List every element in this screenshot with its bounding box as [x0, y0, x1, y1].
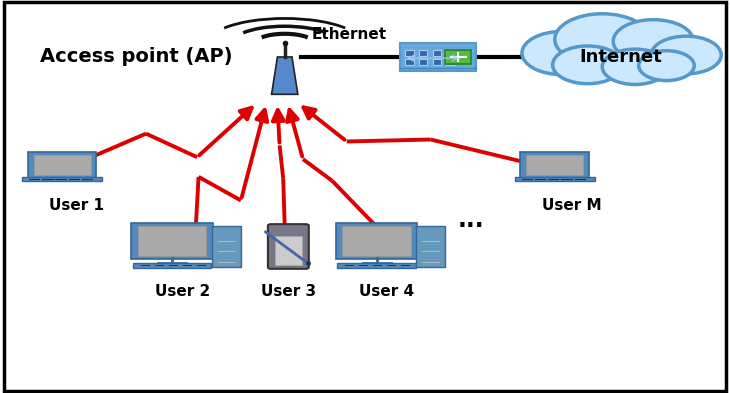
FancyBboxPatch shape: [336, 223, 418, 259]
Text: User 4: User 4: [359, 283, 415, 299]
FancyBboxPatch shape: [446, 59, 456, 65]
FancyBboxPatch shape: [275, 236, 301, 265]
Text: User M: User M: [542, 198, 602, 213]
FancyBboxPatch shape: [138, 226, 207, 255]
Polygon shape: [272, 57, 298, 94]
FancyBboxPatch shape: [268, 224, 309, 269]
Text: Access point (AP): Access point (AP): [40, 48, 233, 66]
Text: Internet: Internet: [579, 48, 662, 66]
Text: User 3: User 3: [261, 283, 316, 299]
FancyBboxPatch shape: [28, 151, 96, 178]
FancyBboxPatch shape: [515, 177, 595, 181]
FancyBboxPatch shape: [404, 50, 413, 56]
FancyBboxPatch shape: [520, 151, 589, 178]
FancyBboxPatch shape: [404, 59, 413, 65]
FancyBboxPatch shape: [400, 43, 476, 71]
Circle shape: [651, 36, 721, 74]
Circle shape: [602, 49, 668, 84]
FancyBboxPatch shape: [337, 263, 416, 268]
Circle shape: [522, 31, 602, 75]
Circle shape: [613, 20, 693, 63]
FancyBboxPatch shape: [526, 154, 583, 175]
Circle shape: [639, 51, 694, 81]
FancyBboxPatch shape: [22, 177, 102, 181]
FancyBboxPatch shape: [34, 154, 91, 175]
Text: ...: ...: [458, 208, 484, 232]
FancyBboxPatch shape: [342, 226, 411, 255]
Circle shape: [555, 14, 650, 65]
FancyBboxPatch shape: [131, 223, 213, 259]
FancyBboxPatch shape: [432, 59, 441, 65]
FancyBboxPatch shape: [416, 226, 445, 266]
FancyBboxPatch shape: [133, 263, 212, 268]
FancyBboxPatch shape: [212, 226, 241, 266]
FancyBboxPatch shape: [445, 50, 472, 64]
Text: User 2: User 2: [155, 283, 210, 299]
FancyBboxPatch shape: [446, 50, 456, 56]
Circle shape: [553, 46, 623, 84]
FancyBboxPatch shape: [419, 59, 428, 65]
Text: Ethernet: Ethernet: [312, 27, 387, 42]
FancyBboxPatch shape: [432, 50, 441, 56]
FancyBboxPatch shape: [419, 50, 428, 56]
Text: User 1: User 1: [49, 198, 104, 213]
